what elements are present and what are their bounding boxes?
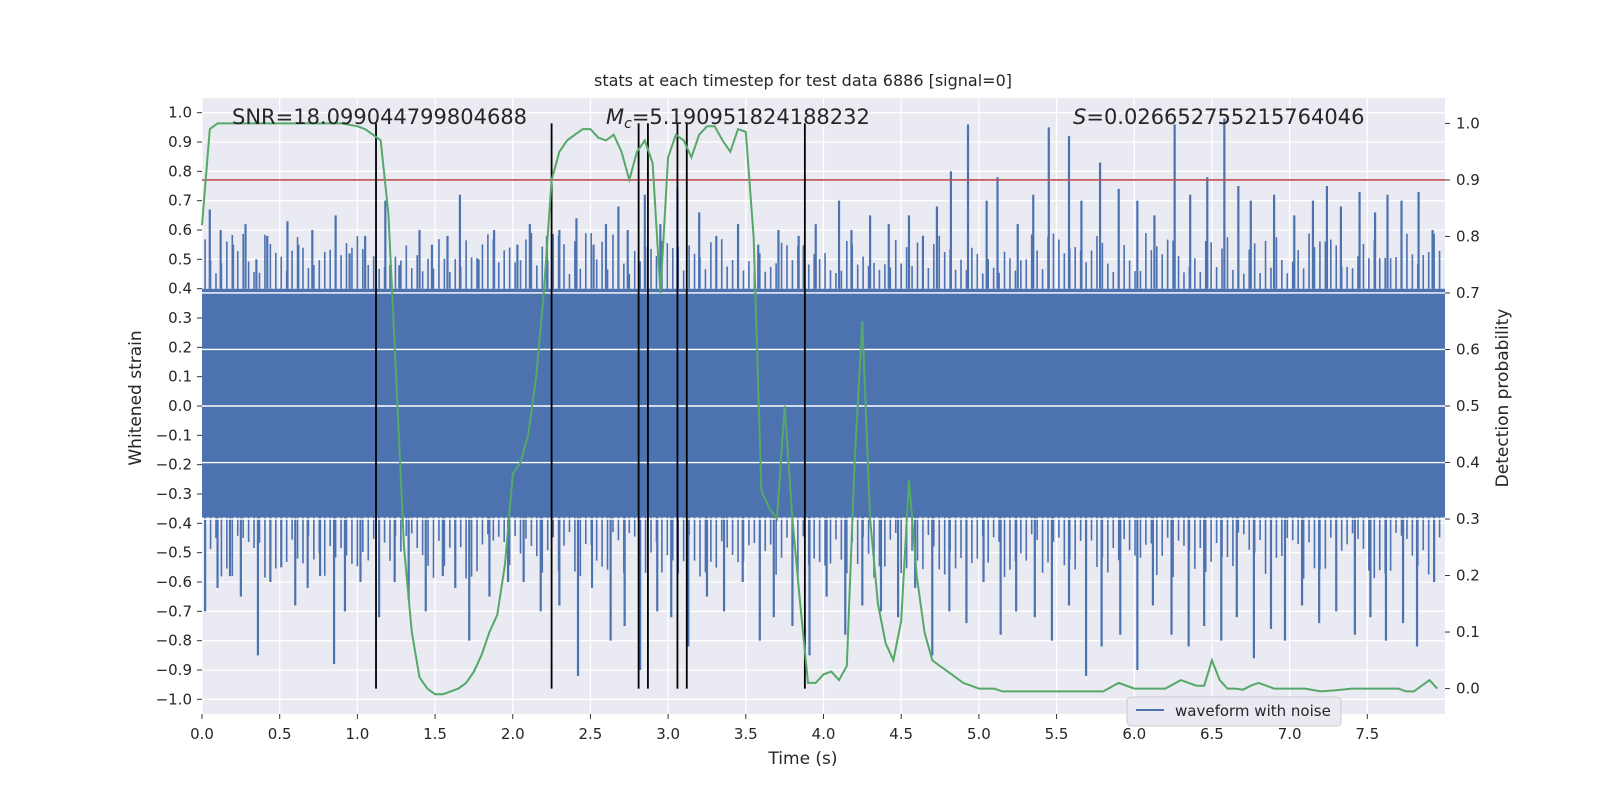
x-tick-label: 7.5 [1355,725,1379,743]
y-tick-label: 0.4 [168,280,192,298]
x-tick-label: 5.5 [1045,725,1069,743]
x-tick-label: 4.5 [889,725,913,743]
y-tick-label: −0.5 [156,544,192,562]
y-tick-label: 0.0 [168,397,192,415]
y2-tick-label: 1.0 [1456,114,1480,132]
snr-annotation: SNR=18.099044799804688 [232,105,527,129]
legend-label-waveform: waveform with noise [1175,702,1331,720]
chirp-mass-value: =5.190951824188232 [632,105,870,129]
waveform-series [202,118,1445,676]
x-tick-label: 1.5 [423,725,447,743]
y2-axis-label: Detection probability [1493,309,1513,488]
y-tick-label: −0.2 [156,456,192,474]
x-tick-label: 3.5 [734,725,758,743]
y-tick-label: 0.7 [168,192,192,210]
y2-tick-label: 0.8 [1456,227,1480,245]
y-tick-label: 0.3 [168,309,192,327]
y-tick-label: −0.7 [156,602,192,620]
probability-line [201,122,1438,696]
y2-tick-label: 0.6 [1456,340,1480,358]
legend-box [1126,696,1342,727]
y-tick-label: −1.0 [156,690,192,708]
y-tick-label: 0.9 [168,133,192,151]
waveform-band [202,288,1445,518]
x-tick-label: 0.0 [190,725,214,743]
x-tick-label: 5.0 [967,725,991,743]
y-tick-label: 0.5 [168,250,192,268]
x-tick-label: 6.5 [1200,725,1224,743]
y-tick-label: −0.1 [156,426,192,444]
y2-tick-label: 0.4 [1456,454,1480,472]
x-tick-label: 2.0 [501,725,525,743]
y-tick-label: −0.3 [156,485,192,503]
x-tick-label: 7.0 [1278,725,1302,743]
s-symbol: S [1073,105,1086,129]
probability-series [201,122,1438,696]
y2-tick-label: 0.0 [1456,680,1480,698]
vertical-markers [375,123,806,689]
x-tick-label: 4.0 [812,725,836,743]
y-tick-label: −0.8 [156,632,192,650]
y2-tick-label: 0.3 [1456,510,1480,528]
y-tick-label: 0.1 [168,368,192,386]
y-axis-label: Whitened strain [126,330,146,465]
x-tick-label: 3.0 [656,725,680,743]
s-value: =0.026652755215764046 [1086,105,1364,129]
s-annotation: S=0.026652755215764046 [1073,105,1364,129]
legend: waveform with noise [1126,696,1342,727]
x-tick-label: 1.0 [345,725,369,743]
x-tick-label: 2.5 [579,725,603,743]
y-tick-label: −0.4 [156,514,192,532]
y-tick-label: 0.6 [168,221,192,239]
x-axis-label: Time (s) [767,749,837,769]
y-tick-label: 1.0 [168,104,192,122]
y-tick-label: 0.8 [168,162,192,180]
x-tick-label: 0.5 [268,725,292,743]
y2-tick-label: 0.5 [1456,397,1480,415]
axis-ticks: 0.0 0.5 1.0 1.5 2.0 2.5 3.0 3.5 4.0 4.5 5.0 5.5 6.0 6… [156,104,1480,743]
y2-tick-label: 0.7 [1456,284,1480,302]
chirp-mass-annotation: Mc=5.190951824188232 [606,105,870,132]
x-tick-label: 6.0 [1122,725,1146,743]
chirp-mass-symbol: M [606,105,624,129]
y2-tick-label: 0.2 [1456,567,1480,585]
chart-title: stats at each timestep for test data 688… [594,71,1012,90]
y-tick-label: −0.9 [156,661,192,679]
y2-tick-label: 0.1 [1456,623,1480,641]
y2-tick-label: 0.9 [1456,171,1480,189]
chirp-mass-subscript: c [624,116,632,132]
y-tick-label: −0.6 [156,573,192,591]
y-tick-label: 0.2 [168,338,192,356]
